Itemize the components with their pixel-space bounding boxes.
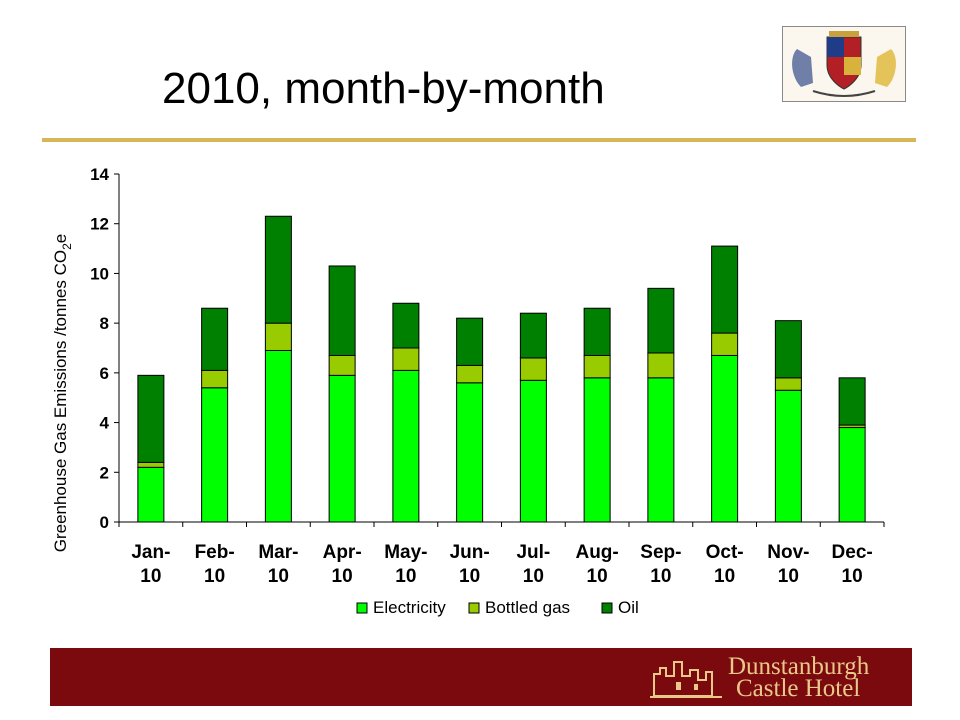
bar-oil bbox=[137, 374, 165, 463]
bar-bottled-gas bbox=[647, 352, 675, 379]
bar-electricity bbox=[264, 349, 292, 523]
bar-oil bbox=[647, 287, 675, 354]
y-axis-label-main: Greenhouse Gas Emissions /tonnes CO bbox=[51, 250, 70, 552]
bar-bottled-gas bbox=[456, 364, 484, 384]
y-tick-label: 0 bbox=[100, 513, 109, 532]
x-tick-label: Jul-10 bbox=[516, 542, 550, 587]
chart-axes: 0 2 4 6 8 10 12 14 bbox=[90, 165, 885, 532]
hotel-logo: Dunstanburgh Castle Hotel bbox=[648, 653, 898, 702]
x-tick-label: May-10 bbox=[384, 542, 427, 587]
slide-title: 2010, month-by-month bbox=[162, 64, 605, 113]
legend-label: Electricity bbox=[373, 598, 446, 617]
bar-electricity bbox=[774, 389, 802, 523]
bar-oil bbox=[264, 215, 292, 324]
bar-electricity bbox=[201, 387, 229, 523]
bar-bottled-gas bbox=[201, 369, 229, 389]
bar-electricity bbox=[456, 382, 484, 523]
y-tick-label: 4 bbox=[100, 414, 110, 433]
bar-bottled-gas bbox=[711, 332, 739, 356]
chart-bars bbox=[137, 215, 866, 523]
x-tick-label: Jun-10 bbox=[450, 542, 490, 587]
y-axis-label-subscript: 2 bbox=[60, 243, 74, 250]
x-tick-label: Aug-10 bbox=[575, 542, 618, 587]
castle-icon bbox=[650, 661, 722, 698]
x-tick-label: Sep-10 bbox=[640, 542, 681, 587]
x-tick-label: Feb-10 bbox=[195, 542, 235, 587]
bar-electricity bbox=[711, 354, 739, 523]
bar-oil bbox=[838, 377, 866, 426]
y-tick-label: 6 bbox=[100, 364, 109, 383]
y-axis-label: Greenhouse Gas Emissions /tonnes CO2e bbox=[51, 234, 74, 553]
bar-electricity bbox=[583, 377, 611, 523]
x-tick-label: Jan-10 bbox=[131, 542, 170, 587]
bar-oil bbox=[328, 265, 356, 356]
bar-oil bbox=[519, 312, 547, 359]
x-tick-label: Apr-10 bbox=[323, 542, 362, 587]
hotel-name-line2: Castle Hotel bbox=[736, 675, 861, 702]
bar-electricity bbox=[392, 369, 420, 523]
bar-electricity bbox=[328, 374, 356, 523]
bar-electricity bbox=[137, 466, 165, 523]
bar-oil bbox=[711, 245, 739, 334]
bar-bottled-gas bbox=[583, 354, 611, 379]
bar-bottled-gas bbox=[519, 357, 547, 381]
x-tick-label: Oct-10 bbox=[706, 542, 744, 587]
bar-electricity bbox=[647, 377, 675, 523]
bar-electricity bbox=[519, 379, 547, 523]
legend-swatch bbox=[601, 602, 613, 614]
y-tick-label: 10 bbox=[90, 264, 109, 283]
bar-oil bbox=[583, 307, 611, 356]
bar-bottled-gas bbox=[264, 322, 292, 351]
title-divider bbox=[42, 138, 916, 142]
bar-oil bbox=[774, 320, 802, 379]
bar-bottled-gas bbox=[328, 354, 356, 376]
bar-oil bbox=[456, 317, 484, 366]
y-tick-label: 2 bbox=[100, 463, 109, 482]
hotel-name-line1: Dunstanburgh bbox=[728, 653, 870, 680]
x-tick-labels: Jan-10 Feb-10 Mar-10 Apr-10 May-10 Jun-10 Jul-… bbox=[131, 542, 872, 587]
crest-icon bbox=[792, 31, 896, 97]
svg-text:Greenhouse Gas Emissions /tonn: Greenhouse Gas Emissions /tonnes CO2e bbox=[51, 234, 74, 553]
y-axis-label-suffix: e bbox=[51, 234, 70, 243]
legend-swatch bbox=[356, 602, 368, 614]
y-tick-label: 8 bbox=[100, 314, 109, 333]
x-tick-label: Dec-10 bbox=[832, 542, 873, 587]
footer-band: Dunstanburgh Castle Hotel bbox=[50, 648, 912, 706]
legend-label: Oil bbox=[618, 598, 639, 617]
bar-bottled-gas bbox=[392, 347, 420, 371]
x-tick-label: Nov-10 bbox=[767, 542, 809, 587]
emissions-chart: Greenhouse Gas Emissions /tonnes CO2e 02… bbox=[51, 165, 885, 617]
y-tick-label: 12 bbox=[90, 215, 109, 234]
y-tick-label: 14 bbox=[90, 165, 109, 184]
bar-electricity bbox=[838, 427, 866, 523]
legend-swatch bbox=[468, 602, 480, 614]
crest-logo bbox=[782, 26, 906, 102]
bar-oil bbox=[201, 307, 229, 371]
bar-bottled-gas bbox=[774, 377, 802, 391]
bar-bottled-gas bbox=[137, 461, 165, 468]
bar-oil bbox=[392, 302, 420, 349]
legend-label: Bottled gas bbox=[485, 598, 570, 617]
x-tick-label: Mar-10 bbox=[258, 542, 298, 587]
chart-legend: Electricity Bottled gas Oil bbox=[356, 598, 639, 617]
